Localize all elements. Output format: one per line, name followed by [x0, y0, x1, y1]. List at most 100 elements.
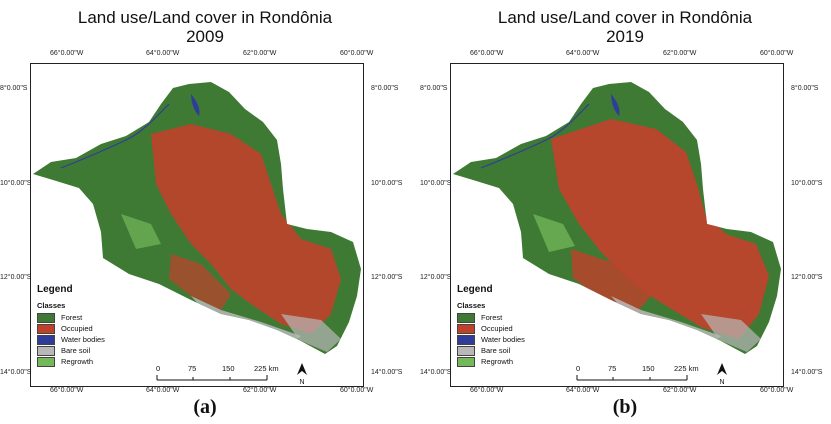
- legend-item-occupied: Occupied: [37, 323, 147, 334]
- map-frame: Legend Classes Forest Occupied Water bod…: [30, 63, 364, 387]
- lon-label-top-66: 66°0.00"W: [470, 50, 504, 57]
- legend-label: Occupied: [61, 324, 93, 333]
- panel-caption: (a): [193, 396, 217, 418]
- lat-label-right-8: 8°0.00"S: [791, 85, 819, 92]
- legend-title: Legend: [457, 284, 493, 295]
- legend-label: Water bodies: [61, 335, 105, 344]
- lon-label-bottom-60: 60°0.00"W: [760, 387, 794, 394]
- scale-label-0: 0: [576, 364, 581, 373]
- lon-label-top-64: 64°0.00"W: [566, 50, 600, 57]
- water-body: [611, 94, 620, 116]
- scale-ruler: [576, 375, 688, 381]
- lon-label-bottom-64: 64°0.00"W: [146, 387, 180, 394]
- lon-label-top-66: 66°0.00"W: [50, 50, 84, 57]
- lon-label-top-60: 60°0.00"W: [340, 50, 374, 57]
- lat-label-right-12: 12°0.00"S: [371, 274, 403, 281]
- map-title: Land use/Land cover in Rondônia: [497, 8, 753, 27]
- lat-label-left-8: 8°0.00"S: [0, 85, 28, 92]
- scale-label-0: 0: [156, 364, 161, 373]
- map-frame: Legend Classes Forest Occupied Water bod…: [450, 63, 784, 387]
- lon-label-top-62: 62°0.00"W: [243, 50, 277, 57]
- legend-subtitle: Classes: [457, 301, 486, 310]
- swatch-occupied: [37, 323, 55, 334]
- lat-label-left-10: 10°0.00"S: [0, 180, 32, 187]
- legend-item-regrowth: Regrowth: [37, 356, 147, 367]
- scale-label-225: 225 km: [254, 364, 279, 373]
- legend-item-forest: Forest: [457, 312, 567, 323]
- legend-subtitle: Classes: [37, 301, 66, 310]
- swatch-regrowth: [457, 356, 475, 367]
- swatch-water: [37, 334, 55, 345]
- swatch-forest: [457, 312, 475, 323]
- lon-label-bottom-62: 62°0.00"W: [243, 387, 277, 394]
- lon-label-top-62: 62°0.00"W: [663, 50, 697, 57]
- scale-ruler: [156, 375, 268, 381]
- legend-item-water: Water bodies: [37, 334, 147, 345]
- legend-item-bare-soil: Bare soil: [37, 345, 147, 356]
- north-label: N: [299, 379, 305, 386]
- swatch-bare-soil: [457, 345, 475, 356]
- lon-label-top-64: 64°0.00"W: [146, 50, 180, 57]
- scale-bar: 0 75 150 225 km: [156, 364, 296, 384]
- swatch-bare-soil: [37, 345, 55, 356]
- swatch-forest: [37, 312, 55, 323]
- scale-label-75: 75: [188, 364, 197, 373]
- lat-label-left-8: 8°0.00"S: [420, 85, 448, 92]
- legend-item-regrowth: Regrowth: [457, 356, 567, 367]
- scale-label-225: 225 km: [674, 364, 699, 373]
- lon-label-bottom-66: 66°0.00"W: [50, 387, 84, 394]
- lat-label-left-12: 12°0.00"S: [420, 274, 452, 281]
- map-title: Land use/Land cover in Rondônia: [77, 8, 333, 27]
- lat-label-right-14: 14°0.00"S: [371, 369, 403, 376]
- legend-item-water: Water bodies: [457, 334, 567, 345]
- swatch-occupied: [457, 323, 475, 334]
- scale-bar: 0 75 150 225 km: [576, 364, 716, 384]
- legend-label: Regrowth: [481, 357, 514, 366]
- lat-label-left-10: 10°0.00"S: [420, 180, 452, 187]
- scale-label-150: 150: [642, 364, 655, 373]
- legend-label: Forest: [61, 313, 83, 322]
- legend-label: Forest: [481, 313, 503, 322]
- north-arrow-icon: N: [715, 362, 729, 386]
- legend-title: Legend: [37, 284, 73, 295]
- lat-label-right-12: 12°0.00"S: [791, 274, 823, 281]
- legend-label: Water bodies: [481, 335, 525, 344]
- lat-label-right-10: 10°0.00"S: [791, 180, 823, 187]
- north-label: N: [719, 379, 725, 386]
- legend-item-bare-soil: Bare soil: [457, 345, 567, 356]
- rondonia-map: [33, 82, 361, 354]
- swatch-water: [457, 334, 475, 345]
- lon-label-bottom-60: 60°0.00"W: [340, 387, 374, 394]
- lon-label-bottom-62: 62°0.00"W: [663, 387, 697, 394]
- lat-label-right-8: 8°0.00"S: [371, 85, 399, 92]
- lat-label-left-14: 14°0.00"S: [420, 369, 452, 376]
- legend: Legend Classes Forest Occupied Water bod…: [37, 284, 147, 367]
- scale-label-150: 150: [222, 364, 235, 373]
- lon-label-bottom-66: 66°0.00"W: [470, 387, 504, 394]
- map-year: 2019: [606, 27, 644, 46]
- swatch-regrowth: [37, 356, 55, 367]
- lat-label-right-10: 10°0.00"S: [371, 180, 403, 187]
- panel-caption: (b): [612, 396, 638, 418]
- lat-label-right-14: 14°0.00"S: [791, 369, 823, 376]
- water-body: [191, 94, 200, 116]
- map-year: 2009: [186, 27, 224, 46]
- scale-label-75: 75: [608, 364, 617, 373]
- legend-label: Regrowth: [61, 357, 94, 366]
- legend-item-forest: Forest: [37, 312, 147, 323]
- map-panel-2019: Land use/Land cover in Rondônia 2019 66°…: [420, 0, 830, 424]
- north-arrow-icon: N: [295, 362, 309, 386]
- legend-label: Occupied: [481, 324, 513, 333]
- river: [480, 103, 590, 169]
- lon-label-bottom-64: 64°0.00"W: [566, 387, 600, 394]
- river: [60, 103, 170, 169]
- legend: Legend Classes Forest Occupied Water bod…: [457, 284, 567, 367]
- map-panel-2009: Land use/Land cover in Rondônia 2009 66°…: [0, 0, 410, 424]
- lon-label-top-60: 60°0.00"W: [760, 50, 794, 57]
- lat-label-left-12: 12°0.00"S: [0, 274, 32, 281]
- legend-item-occupied: Occupied: [457, 323, 567, 334]
- legend-label: Bare soil: [61, 346, 91, 355]
- legend-label: Bare soil: [481, 346, 511, 355]
- lat-label-left-14: 14°0.00"S: [0, 369, 32, 376]
- rondonia-map: [453, 82, 781, 354]
